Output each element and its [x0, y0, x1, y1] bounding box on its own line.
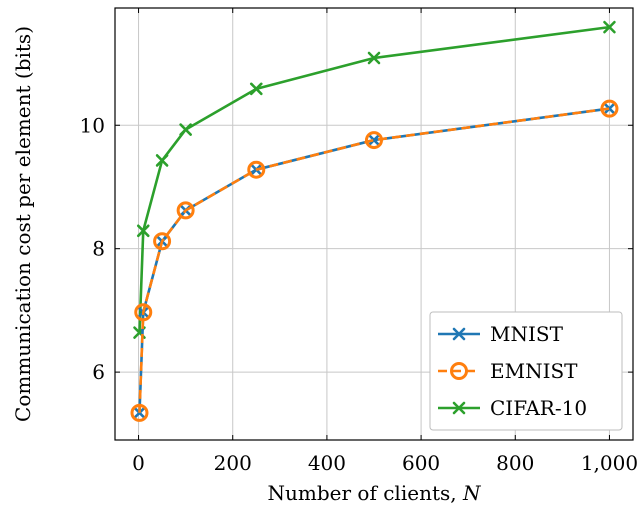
legend-entry-mnist: MNIST [438, 322, 564, 346]
series-line-emnist [138, 107, 610, 413]
plot-frame [114, 7, 634, 441]
x-axis-label-variable: N [462, 481, 482, 505]
x-axis-label: Number of clients, N [268, 481, 482, 505]
legend-label: MNIST [490, 322, 564, 346]
legend-box [429, 311, 623, 431]
y-axis-label: Communication cost per element (bits) [11, 26, 35, 422]
y-tick-label: 8 [92, 237, 105, 261]
legend-marker [452, 401, 466, 415]
data-point-cifar-10 [136, 224, 150, 238]
data-point-cifar-10 [603, 20, 616, 34]
data-point-emnist [176, 201, 195, 220]
y-tick-label: 6 [92, 360, 105, 384]
x-tick-label: 400 [308, 451, 346, 475]
data-point-cifar-10 [249, 82, 263, 96]
legend-entry-emnist: EMNIST [438, 359, 578, 383]
x-tick-label: 0 [132, 451, 145, 475]
legend-label: CIFAR-10 [490, 396, 587, 420]
x-tick-label: 200 [214, 451, 252, 475]
x-tick-label: 600 [402, 451, 440, 475]
data-point-cifar-10 [155, 154, 169, 167]
x-tick-label: 1,000 [581, 451, 638, 475]
series-emnist [130, 99, 619, 422]
ticks: 0 200 400 600 800 1,000 6 8 10 [80, 8, 638, 475]
data-point-mnist [603, 102, 616, 115]
grid [115, 8, 633, 440]
data-point-cifar-10 [367, 51, 381, 65]
legend-label: EMNIST [490, 359, 578, 383]
legend-marker [450, 362, 468, 380]
series-line-cifar-10 [138, 25, 610, 333]
data-point-cifar-10 [179, 123, 192, 136]
y-tick-label: 10 [80, 113, 105, 137]
data-point-emnist [365, 131, 383, 150]
x-axis-label-text: Number of clients, [268, 481, 463, 505]
x-tick-label: 800 [496, 451, 534, 475]
data-point-emnist [247, 160, 266, 179]
series-cifar-10 [133, 20, 616, 339]
legend: MNIST EMNIST CIFAR-10 [429, 311, 623, 431]
data-point-emnist [134, 303, 153, 322]
legend-entry-cifar-10: CIFAR-10 [438, 396, 587, 420]
data-point-emnist [130, 403, 149, 422]
series-layer [130, 20, 619, 422]
data-point-emnist [600, 99, 619, 118]
data-point-emnist [153, 232, 172, 251]
data-point-mnist [367, 133, 381, 147]
legend-marker [452, 327, 466, 341]
